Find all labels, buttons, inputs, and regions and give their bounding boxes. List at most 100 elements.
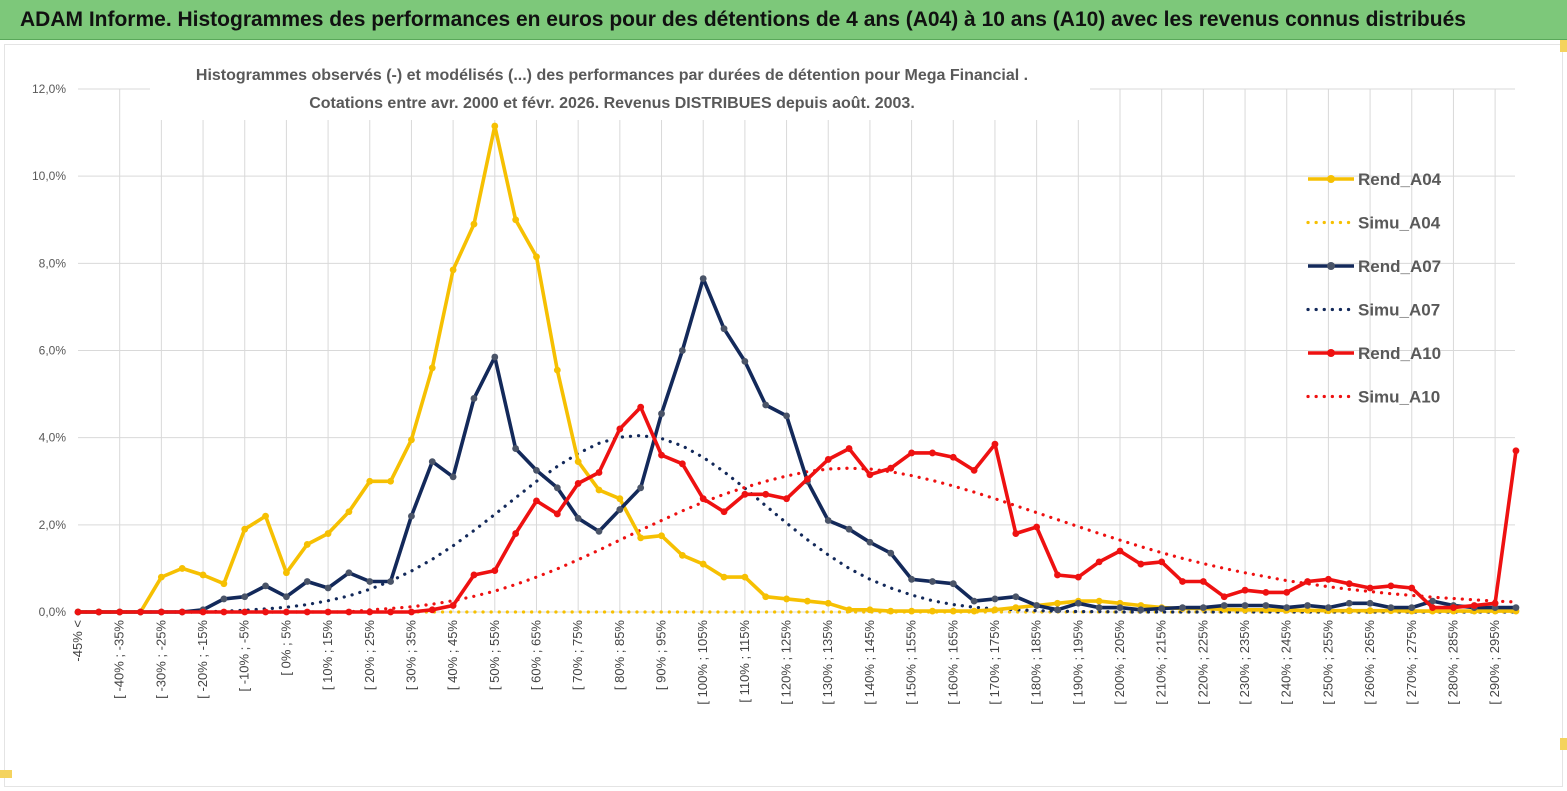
x-tick-label: [ 230% ; 235% — [1237, 620, 1252, 705]
data-point — [283, 593, 290, 601]
data-point — [1262, 588, 1270, 596]
data-point — [887, 464, 895, 472]
data-point — [1345, 607, 1353, 615]
x-tick-label: [ 150% ; 155% — [904, 620, 919, 705]
data-point — [574, 480, 582, 487]
data-point — [1220, 593, 1228, 601]
data-point — [1366, 599, 1374, 607]
data-point — [929, 578, 936, 585]
data-point — [720, 325, 728, 333]
data-point — [637, 534, 645, 542]
x-tick-label: [ -20% ; -15% — [195, 620, 210, 699]
x-tick-label: [ 40% ; 45% — [445, 620, 460, 691]
x-tick-label: [ 290% ; 295% — [1487, 620, 1502, 705]
frame-handle — [1560, 738, 1567, 750]
series-rend-a10 — [74, 403, 1520, 616]
data-point — [366, 608, 374, 616]
data-point — [1325, 604, 1332, 612]
x-tick-label: [ -10% ; -5% — [237, 620, 252, 692]
y-tick-label: 2,0% — [39, 518, 67, 532]
data-point — [157, 608, 165, 616]
data-point — [553, 510, 561, 518]
data-point — [887, 607, 895, 615]
data-point — [1179, 578, 1186, 585]
x-tick-label: [ 200% ; 205% — [1112, 620, 1127, 705]
legend-label: Simu_A04 — [1358, 214, 1441, 233]
data-point — [970, 597, 978, 605]
series-rend-a04 — [74, 122, 1520, 616]
legend-item-rend-a07: Rend_A07 — [1308, 257, 1441, 276]
data-point — [470, 220, 478, 228]
data-point — [699, 275, 707, 282]
data-point — [553, 484, 561, 492]
data-point — [283, 569, 290, 577]
data-point — [1199, 604, 1207, 612]
x-tick-label: [ 100% ; 105% — [695, 620, 710, 705]
x-tick-label: [ -30% ; -25% — [153, 620, 168, 699]
x-tick-label: [ 240% ; 245% — [1279, 620, 1294, 705]
data-point — [345, 608, 353, 616]
data-point — [949, 580, 957, 588]
data-point — [824, 599, 832, 607]
series-line — [76, 466, 1518, 614]
data-point — [1366, 607, 1374, 615]
data-point — [1033, 602, 1041, 609]
data-point — [387, 608, 394, 616]
data-point — [762, 593, 770, 601]
y-tick-label: 12,0% — [32, 82, 66, 96]
data-point — [262, 512, 269, 520]
legend: Rend_A04 Simu_A04 Rend_A07 Simu_A07 Rend_A10… — [1306, 170, 1442, 407]
data-point — [512, 216, 520, 224]
data-point — [720, 508, 728, 516]
data-point — [699, 560, 707, 568]
data-point — [678, 551, 686, 559]
data-point — [1283, 588, 1291, 596]
data-point — [491, 567, 499, 574]
data-point — [220, 595, 228, 603]
data-point — [553, 366, 561, 374]
data-point — [1054, 571, 1061, 579]
data-point — [303, 578, 311, 585]
data-point — [1137, 606, 1145, 614]
data-point — [512, 530, 520, 537]
report-banner: ADAM Informe. Histogrammes des performan… — [0, 0, 1567, 40]
data-point — [866, 606, 874, 614]
data-point — [574, 514, 582, 522]
data-point — [241, 593, 249, 601]
data-point — [1429, 597, 1436, 605]
data-point — [241, 608, 249, 616]
data-point — [1408, 604, 1416, 612]
data-point — [616, 495, 624, 503]
data-point — [345, 569, 353, 577]
data-point — [824, 456, 832, 463]
data-point — [178, 565, 186, 572]
x-tick-label: [ 260% ; 265% — [1362, 620, 1377, 705]
data-point — [324, 530, 332, 537]
data-point — [1095, 558, 1103, 566]
x-tick-label: [ 90% ; 95% — [654, 620, 669, 691]
data-point — [449, 473, 457, 481]
data-point — [220, 608, 228, 616]
data-point — [428, 606, 436, 614]
data-point — [1450, 604, 1457, 612]
data-point — [408, 512, 415, 520]
data-point — [387, 477, 394, 485]
data-point — [616, 425, 624, 433]
series-line — [78, 124, 1516, 614]
data-point — [387, 578, 394, 585]
chart-title-background — [150, 60, 1090, 120]
data-point — [324, 608, 332, 616]
data-point — [970, 466, 978, 474]
data-point — [1470, 602, 1478, 609]
data-point — [845, 445, 853, 452]
x-tick-label: -45% < — [70, 620, 85, 662]
data-point — [1304, 602, 1311, 609]
data-point — [512, 445, 520, 452]
data-point — [1074, 573, 1082, 581]
data-point — [929, 449, 936, 457]
series-line — [78, 405, 1518, 614]
data-point — [116, 608, 124, 616]
data-point — [574, 458, 582, 466]
y-axis-ticks: 0,0% 2,0% 4,0% 6,0% 8,0% 10,0% 12,0% — [32, 82, 66, 619]
